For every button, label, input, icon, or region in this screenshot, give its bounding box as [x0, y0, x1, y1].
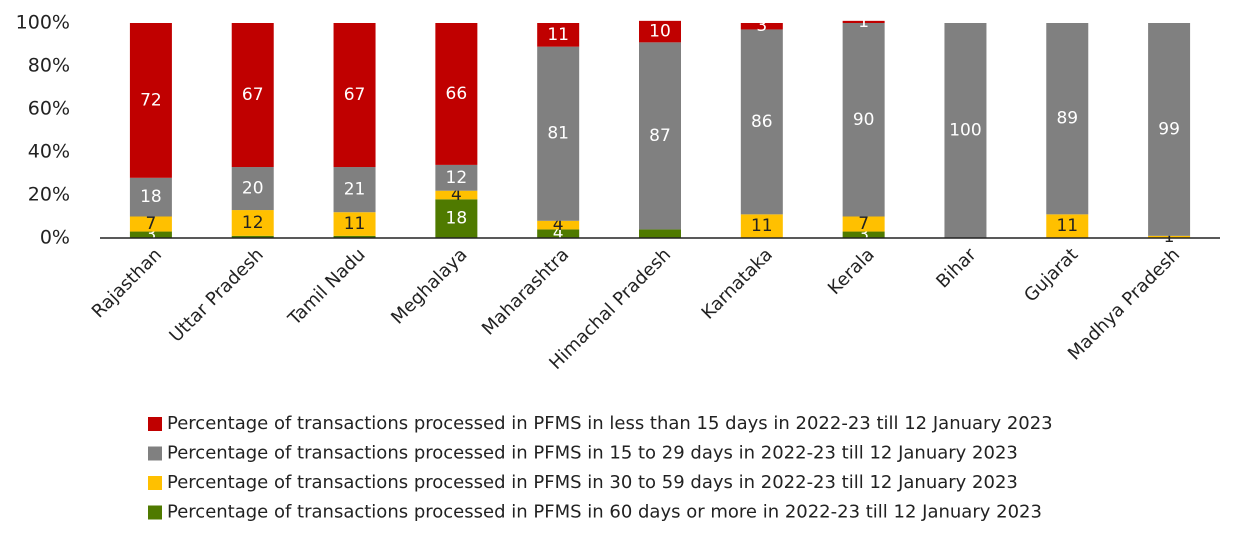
- bar-segment: [435, 199, 478, 238]
- bar-segment: [231, 167, 274, 211]
- x-tick-label: Karnataka: [698, 244, 777, 323]
- data-label: 99: [1158, 119, 1180, 139]
- bar-segment: [639, 42, 681, 230]
- y-tick-label: 60%: [28, 98, 70, 120]
- data-label: 12: [446, 168, 468, 188]
- data-label: 1: [1164, 227, 1175, 247]
- data-label: 11: [547, 25, 569, 45]
- bar-segment: [1046, 23, 1089, 215]
- data-label: 20: [242, 179, 264, 199]
- data-label: 100: [949, 121, 981, 141]
- y-tick-label: 80%: [28, 55, 70, 77]
- bar-segment: [537, 220, 580, 230]
- data-label: 18: [446, 209, 468, 229]
- data-label: 66: [446, 84, 468, 104]
- x-tick-label: Gujarat: [1020, 244, 1082, 306]
- data-label: 21: [344, 180, 366, 200]
- data-label: 7: [145, 214, 156, 234]
- y-tick-label: 40%: [28, 141, 70, 163]
- x-tick-label: Tamil Nadu: [284, 244, 370, 330]
- bar-segment: [333, 167, 376, 213]
- data-label: 4: [553, 215, 564, 235]
- data-label: 18: [140, 187, 162, 207]
- data-label: 1: [858, 12, 869, 32]
- bar-segment: [944, 23, 987, 238]
- bar-segment: [333, 23, 376, 168]
- data-label: 4: [553, 224, 564, 244]
- legend-label: Percentage of transactions processed in …: [167, 413, 1053, 434]
- y-tick-label: 100%: [16, 12, 70, 34]
- data-label: 7: [858, 214, 869, 234]
- data-label: 3: [756, 16, 767, 36]
- bar-segment: [842, 23, 885, 217]
- bar-segment: [1148, 235, 1191, 238]
- x-tick-label: Maharashtra: [478, 244, 573, 339]
- x-tick-label: Rajasthan: [88, 244, 166, 322]
- bar-segment: [333, 235, 376, 238]
- data-label: 12: [242, 213, 264, 233]
- data-label: 81: [547, 124, 569, 144]
- legend-swatch: [148, 505, 162, 520]
- bar-segment: [435, 164, 478, 191]
- data-label: 90: [853, 110, 875, 130]
- bar-segment: [740, 23, 783, 30]
- x-tick-label: Bihar: [932, 244, 981, 293]
- bar-segment: [537, 46, 580, 221]
- data-label: 11: [344, 214, 366, 234]
- bar-segment: [129, 177, 172, 217]
- bar-segment: [129, 216, 172, 232]
- bar-segment: [842, 231, 885, 238]
- legend-swatch: [148, 476, 162, 490]
- x-tick-label: Kerala: [824, 244, 879, 299]
- data-label: 10: [649, 22, 671, 42]
- data-label: 86: [751, 112, 773, 132]
- y-tick-label: 0%: [40, 227, 70, 249]
- bar-segment: [435, 23, 478, 165]
- legend-label: Percentage of transactions processed in …: [167, 502, 1042, 523]
- data-label: 3: [145, 225, 156, 245]
- bar-segment: [537, 229, 580, 238]
- legend-label: Percentage of transactions processed in …: [167, 472, 1018, 493]
- data-label: 67: [242, 85, 264, 105]
- x-tick-label: Madhya Pradesh: [1064, 244, 1184, 364]
- bar-segment: [435, 190, 478, 200]
- data-label: 89: [1056, 109, 1078, 129]
- data-label: 4: [451, 185, 462, 205]
- data-label: 11: [1056, 216, 1078, 236]
- x-tick-label: Meghalaya: [387, 244, 471, 328]
- bar-segment: [740, 214, 783, 238]
- legend-swatch: [148, 446, 162, 461]
- bar-segment: [1046, 214, 1089, 238]
- bar-segment: [639, 20, 681, 43]
- bar-segment: [231, 235, 274, 238]
- x-tick-label: Uttar Pradesh: [165, 244, 267, 346]
- legend-swatch: [148, 417, 162, 431]
- data-label: 11: [751, 216, 773, 236]
- data-label: 87: [649, 126, 671, 146]
- bar-segment: [333, 212, 376, 236]
- y-tick-label: 20%: [28, 184, 70, 206]
- bar-segment: [129, 23, 172, 178]
- bar-segment: [129, 231, 172, 238]
- bar-segment: [537, 23, 580, 47]
- bar-segment: [740, 29, 783, 215]
- bar-segment: [639, 229, 681, 238]
- data-label: 72: [140, 90, 162, 110]
- data-label: 3: [858, 225, 869, 245]
- data-label: 67: [344, 85, 366, 105]
- bar-segment: [231, 210, 274, 236]
- legend-label: Percentage of transactions processed in …: [167, 443, 1018, 464]
- bar-segment: [231, 23, 274, 168]
- bar-segment: [842, 216, 885, 232]
- bar-segment: [842, 20, 885, 23]
- bar-segment: [1148, 23, 1191, 236]
